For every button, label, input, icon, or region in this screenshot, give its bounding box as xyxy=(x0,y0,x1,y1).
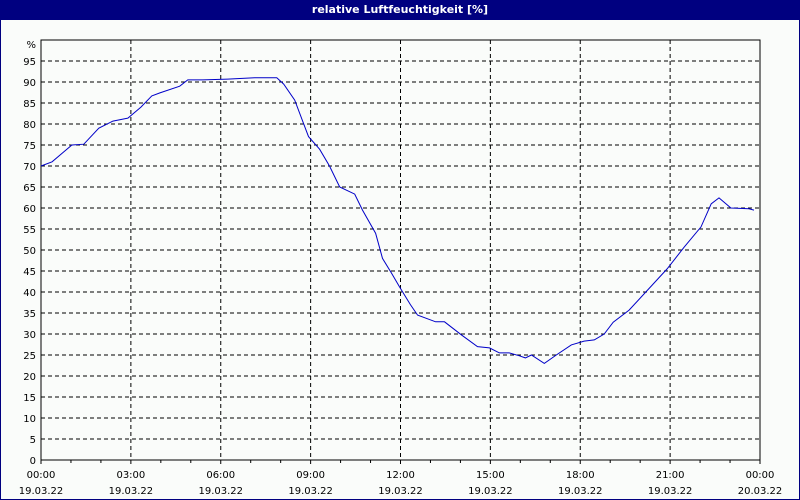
x-tick-time: 03:00 xyxy=(116,470,145,481)
x-tick-date: 19.03.22 xyxy=(558,486,603,497)
y-tick-label: 65 xyxy=(23,183,36,194)
y-axis-unit: % xyxy=(26,40,36,51)
y-tick-label: 5 xyxy=(30,435,36,446)
y-tick-label: 35 xyxy=(23,309,36,320)
y-tick-label: 0 xyxy=(30,456,36,467)
x-tick-date: 19.03.22 xyxy=(468,486,513,497)
y-tick-label: 30 xyxy=(23,330,36,341)
y-tick-label: 90 xyxy=(23,78,36,89)
y-tick-label: 70 xyxy=(23,162,36,173)
x-tick-date: 20.03.22 xyxy=(738,486,783,497)
x-tick-date: 19.03.22 xyxy=(648,486,693,497)
y-tick-label: 20 xyxy=(23,372,36,383)
y-tick-label: 95 xyxy=(23,57,36,68)
humidity-series-line xyxy=(40,77,755,365)
x-tick-time: 21:00 xyxy=(656,470,685,481)
y-tick-label: 85 xyxy=(23,99,36,110)
y-tick-label: 45 xyxy=(23,267,36,278)
x-tick-time: 15:00 xyxy=(476,470,505,481)
x-tick-date: 19.03.22 xyxy=(198,486,243,497)
x-tick-time: 18:00 xyxy=(566,470,595,481)
grid-lines xyxy=(41,40,760,460)
y-axis: 0 5 10 15 20 25 30 35 40 45 50 55 60 65 70 75 80 85 90 95% xyxy=(23,40,36,467)
y-tick-label: 60 xyxy=(23,204,36,215)
x-tick-time: 09:00 xyxy=(296,470,325,481)
chart-title: relative Luftfeuchtigkeit [%] xyxy=(0,0,800,20)
y-tick-label: 10 xyxy=(23,414,36,425)
y-tick-label: 80 xyxy=(23,120,36,131)
y-tick-label: 55 xyxy=(23,225,36,236)
y-tick-label: 40 xyxy=(23,288,36,299)
y-tick-label: 25 xyxy=(23,351,36,362)
x-tick-date: 19.03.22 xyxy=(378,486,423,497)
x-tick-time: 00:00 xyxy=(746,470,775,481)
y-tick-label: 50 xyxy=(23,246,36,257)
x-axis: 00:00 19.03.22 03:00 19.03.22 06:00 19.03.22 0… xyxy=(19,460,783,497)
x-tick-time: 06:00 xyxy=(206,470,235,481)
x-tick-date: 19.03.22 xyxy=(19,486,64,497)
x-tick-time: 12:00 xyxy=(386,470,415,481)
x-tick-date: 19.03.22 xyxy=(288,486,333,497)
y-tick-label: 75 xyxy=(23,141,36,152)
x-tick-time: 00:00 xyxy=(27,470,56,481)
x-tick-date: 19.03.22 xyxy=(109,486,154,497)
y-tick-label: 15 xyxy=(23,393,36,404)
